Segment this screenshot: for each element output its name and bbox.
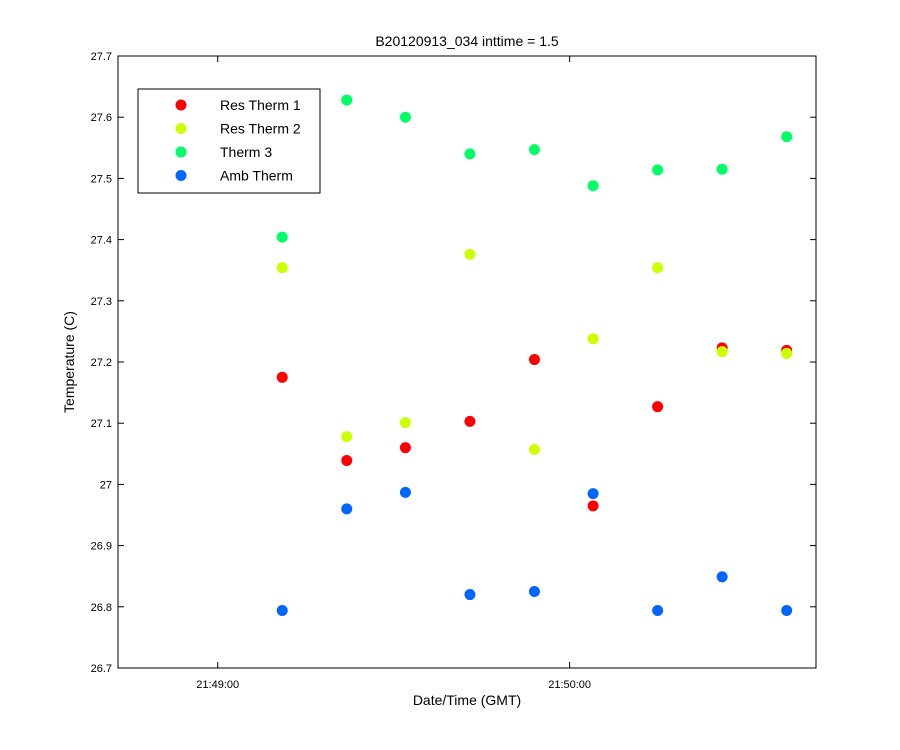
data-point — [399, 486, 411, 498]
legend: Res Therm 1 Res Therm 2 Therm 3 Amb Therm — [137, 88, 321, 194]
data-point — [716, 346, 728, 358]
data-point — [781, 131, 793, 143]
x-tick-label: 21:49:00 — [196, 679, 239, 691]
data-point — [587, 488, 599, 500]
data-point — [464, 248, 476, 260]
y-axis-label: Temperature (C) — [61, 311, 77, 413]
data-point — [781, 604, 793, 616]
legend-item: Res Therm 1 — [175, 97, 301, 113]
data-point — [652, 262, 664, 274]
data-point — [652, 401, 664, 413]
data-point — [399, 442, 411, 454]
y-tick-label: 26.9 — [91, 541, 112, 553]
x-axis-label: Date/Time (GMT) — [413, 692, 521, 708]
chart-title: B20120913_034 inttime = 1.5 — [375, 33, 559, 49]
data-point — [528, 586, 540, 597]
legend-label: Therm 3 — [220, 144, 272, 160]
y-tick-label: 27.2 — [91, 357, 112, 369]
data-point — [341, 503, 353, 515]
legend-label: Amb Therm — [220, 168, 293, 184]
data-point — [587, 500, 599, 512]
data-point — [464, 415, 476, 427]
data-point — [464, 589, 476, 601]
data-point — [464, 148, 476, 160]
data-point — [528, 444, 540, 456]
data-point — [341, 455, 353, 467]
y-tick-label: 27.7 — [91, 51, 112, 63]
data-point — [341, 431, 353, 443]
legend-label: Res Therm 1 — [220, 97, 301, 113]
legend-marker — [175, 99, 187, 111]
legend-label: Res Therm 2 — [220, 121, 301, 137]
data-point — [587, 333, 599, 345]
legend-box — [137, 88, 321, 194]
data-point — [276, 231, 288, 243]
data-point — [399, 111, 411, 123]
y-tick-label: 27.6 — [91, 112, 112, 124]
data-point — [716, 571, 728, 583]
data-point — [341, 94, 353, 106]
y-tick-label: 27.5 — [91, 173, 112, 185]
data-point — [652, 164, 664, 176]
axis-ticks: 26.7 26.8 26.9 27 27.1 27.2 27.3 27.4 27.5 27.6 27… — [91, 51, 816, 691]
legend-marker — [175, 170, 187, 181]
series-amb-therm — [276, 486, 793, 616]
data-point — [276, 604, 288, 616]
data-point — [528, 144, 540, 156]
y-tick-label: 26.8 — [91, 602, 112, 614]
data-point — [399, 417, 411, 429]
data-point — [276, 371, 288, 383]
y-tick-label: 27 — [100, 479, 112, 491]
series-res-therm-2 — [276, 248, 793, 456]
y-tick-label: 27.4 — [91, 235, 112, 247]
legend-marker — [175, 123, 187, 134]
series-therm-3 — [276, 94, 793, 243]
legend-item: Amb Therm — [175, 168, 293, 184]
data-point — [276, 262, 288, 274]
data-point — [587, 180, 599, 192]
y-tick-label: 27.3 — [91, 296, 112, 308]
data-point — [528, 354, 540, 366]
y-tick-label: 27.1 — [91, 418, 112, 430]
legend-item: Res Therm 2 — [175, 121, 301, 137]
y-tick-label: 26.7 — [91, 663, 112, 675]
data-point — [716, 163, 728, 175]
legend-marker — [175, 146, 187, 158]
data-point — [781, 347, 793, 359]
legend-item: Therm 3 — [175, 144, 272, 160]
data-points — [276, 94, 793, 616]
x-tick-label: 21:50:00 — [548, 679, 591, 691]
data-point — [652, 604, 664, 616]
